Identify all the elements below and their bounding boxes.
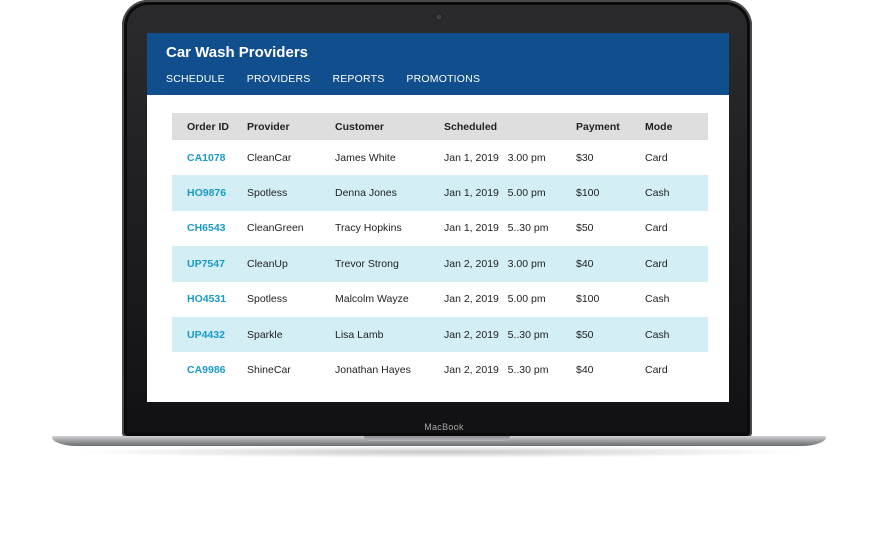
orders-table-container: Order ID Provider Customer Scheduled Pay…	[172, 113, 708, 388]
scheduled-cell: Jan 1, 2019 5.00 pm	[444, 187, 546, 200]
laptop-hinge-notch	[364, 436, 510, 441]
customer-cell: Tracy Hopkins	[335, 222, 402, 235]
laptop-base	[52, 436, 826, 446]
scheduled-cell: Jan 2, 2019 5..30 pm	[444, 328, 549, 341]
brand-label: MacBook	[424, 422, 464, 432]
order-id-link[interactable]: UP4432	[187, 328, 225, 341]
mode-cell: Card	[645, 257, 668, 270]
top-nav: SCHEDULE PROVIDERS REPORTS PROMOTIONS	[166, 73, 480, 85]
scheduled-cell: Jan 2, 2019 5.00 pm	[444, 293, 546, 306]
column-header-scheduled[interactable]: Scheduled	[444, 120, 498, 133]
customer-cell: Jonathan Hayes	[335, 364, 411, 377]
provider-cell: CleanUp	[247, 257, 288, 270]
column-header-payment[interactable]: Payment	[576, 120, 620, 133]
scheduled-cell: Jan 2, 2019 3.00 pm	[444, 257, 546, 270]
app-header: Car Wash Providers SCHEDULE PROVIDERS RE…	[147, 33, 729, 95]
customer-cell: Trevor Strong	[335, 257, 399, 270]
mode-cell: Card	[645, 364, 668, 377]
payment-cell: $100	[576, 187, 600, 200]
scheduled-cell: Jan 1, 2019 5..30 pm	[444, 222, 549, 235]
nav-item-providers[interactable]: PROVIDERS	[246, 73, 311, 85]
payment-cell: $100	[576, 293, 600, 306]
payment-cell: $30	[576, 151, 594, 164]
column-header-order-id[interactable]: Order ID	[187, 120, 230, 133]
column-header-mode[interactable]: Mode	[645, 120, 673, 133]
customer-cell: Malcolm Wayze	[335, 293, 409, 306]
provider-cell: Spotless	[247, 293, 288, 306]
order-id-link[interactable]: CA1078	[187, 151, 226, 164]
provider-cell: CleanGreen	[247, 222, 304, 235]
provider-cell: Spotless	[247, 187, 288, 200]
column-header-provider[interactable]: Provider	[247, 120, 290, 133]
table-row[interactable]: CH6543 CleanGreen Tracy Hopkins Jan 1, 2…	[172, 211, 708, 246]
camera-icon	[436, 14, 442, 20]
table-row[interactable]: CA1078 CleanCar James White Jan 1, 2019 …	[172, 140, 708, 175]
order-id-link[interactable]: UP7547	[187, 257, 225, 270]
provider-cell: ShineCar	[247, 364, 291, 377]
provider-cell: Sparkle	[247, 328, 283, 341]
mode-cell: Card	[645, 222, 668, 235]
mode-cell: Cash	[645, 293, 670, 306]
table-row[interactable]: HO4531 Spotless Malcolm Wayze Jan 2, 201…	[172, 282, 708, 317]
order-id-link[interactable]: HO9876	[187, 187, 227, 200]
mode-cell: Cash	[645, 328, 670, 341]
table-row[interactable]: UP4432 Sparkle Lisa Lamb Jan 2, 2019 5..…	[172, 316, 708, 353]
order-id-link[interactable]: CH6543	[187, 222, 226, 235]
table-header-row: Order ID Provider Customer Scheduled Pay…	[172, 113, 708, 140]
payment-cell: $50	[576, 222, 594, 235]
laptop-shadow	[70, 446, 810, 458]
order-id-link[interactable]: HO4531	[187, 293, 227, 306]
table-row[interactable]: UP7547 CleanUp Trevor Strong Jan 2, 2019…	[172, 246, 708, 282]
nav-item-promotions[interactable]: PROMOTIONS	[406, 73, 481, 85]
table-row[interactable]: CA9986 ShineCar Jonathan Hayes Jan 2, 20…	[172, 352, 708, 387]
column-header-customer[interactable]: Customer	[335, 120, 385, 133]
provider-cell: CleanCar	[247, 151, 292, 164]
payment-cell: $40	[576, 257, 594, 270]
mode-cell: Card	[645, 151, 668, 164]
table-row[interactable]: HO9876 Spotless Denna Jones Jan 1, 2019 …	[172, 175, 708, 211]
nav-item-reports[interactable]: REPORTS	[332, 73, 385, 85]
customer-cell: James White	[335, 151, 396, 164]
app-title: Car Wash Providers	[166, 44, 308, 61]
payment-cell: $40	[576, 364, 594, 377]
mode-cell: Cash	[645, 187, 670, 200]
order-id-link[interactable]: CA9986	[187, 364, 226, 377]
screen: Car Wash Providers SCHEDULE PROVIDERS RE…	[147, 33, 729, 402]
scheduled-cell: Jan 2, 2019 5..30 pm	[444, 364, 549, 377]
customer-cell: Denna Jones	[335, 187, 397, 200]
orders-table: Order ID Provider Customer Scheduled Pay…	[172, 113, 708, 388]
nav-item-schedule[interactable]: SCHEDULE	[166, 73, 225, 85]
scheduled-cell: Jan 1, 2019 3.00 pm	[444, 151, 546, 164]
payment-cell: $50	[576, 328, 594, 341]
customer-cell: Lisa Lamb	[335, 328, 384, 341]
